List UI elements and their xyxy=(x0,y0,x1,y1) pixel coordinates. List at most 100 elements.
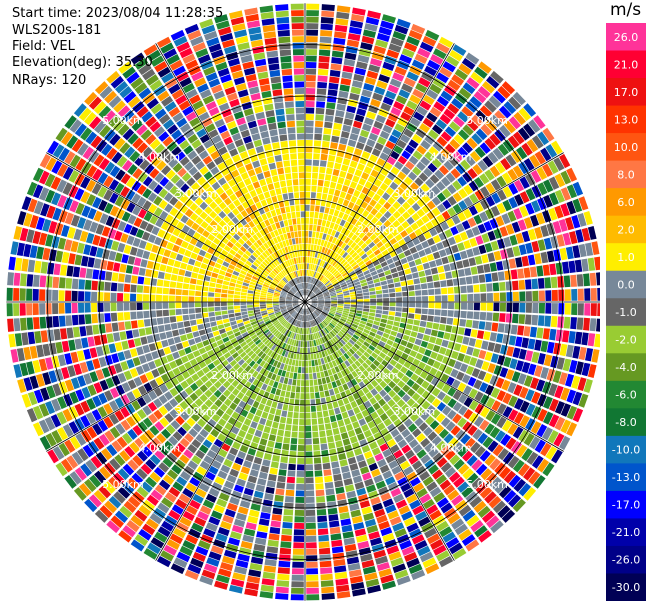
velocity-cell xyxy=(83,244,92,256)
velocity-cell xyxy=(295,306,301,311)
velocity-cell xyxy=(466,311,474,319)
velocity-cell xyxy=(410,182,420,192)
velocity-cell xyxy=(428,309,435,315)
velocity-cell xyxy=(250,244,257,252)
velocity-cell xyxy=(544,277,552,289)
velocity-cell xyxy=(273,415,281,423)
velocity-cell xyxy=(468,388,478,399)
velocity-cell xyxy=(122,482,135,494)
velocity-cell xyxy=(221,555,235,565)
velocity-cell xyxy=(346,215,354,223)
velocity-cell xyxy=(220,265,228,272)
velocity-cell xyxy=(85,131,98,145)
velocity-cell xyxy=(436,181,446,191)
velocity-cell xyxy=(316,88,327,95)
velocity-cell xyxy=(525,188,536,201)
velocity-cell xyxy=(267,247,273,255)
velocity-cell xyxy=(354,331,361,337)
velocity-cell xyxy=(34,331,42,344)
velocity-cell xyxy=(480,199,490,210)
velocity-cell xyxy=(348,328,356,334)
velocity-cell xyxy=(422,334,430,342)
velocity-cell xyxy=(196,318,203,325)
velocity-cell xyxy=(393,145,404,155)
velocity-cell xyxy=(191,325,198,332)
velocity-cell xyxy=(328,274,334,280)
velocity-cell xyxy=(64,239,73,251)
velocity-cell xyxy=(531,135,544,149)
velocity-cell xyxy=(426,404,436,415)
velocity-cell xyxy=(436,413,446,423)
velocity-cell xyxy=(159,176,170,187)
velocity-cell xyxy=(394,161,404,170)
velocity-cell xyxy=(126,391,136,402)
velocity-cell xyxy=(463,196,473,207)
velocity-cell xyxy=(494,481,507,494)
velocity-cell xyxy=(250,278,258,284)
velocity-cell xyxy=(223,352,231,359)
velocity-cell xyxy=(548,414,560,428)
velocity-cell xyxy=(218,219,227,228)
velocity-cell xyxy=(255,231,263,239)
velocity-cell xyxy=(349,415,358,423)
velocity-cell xyxy=(366,111,377,120)
velocity-cell xyxy=(357,239,365,247)
velocity-cell xyxy=(214,306,221,312)
velocity-cell xyxy=(475,110,488,122)
velocity-cell xyxy=(453,459,465,470)
velocity-cell xyxy=(172,481,184,492)
velocity-cell xyxy=(148,390,158,401)
velocity-cell xyxy=(316,281,322,287)
velocity-cell xyxy=(375,39,389,49)
velocity-cell xyxy=(353,352,360,360)
velocity-cell xyxy=(270,427,278,435)
velocity-cell xyxy=(134,437,145,449)
velocity-cell xyxy=(265,419,273,427)
velocity-cell xyxy=(293,304,299,308)
velocity-cell xyxy=(401,166,411,176)
velocity-cell xyxy=(179,400,189,410)
velocity-cell xyxy=(308,354,311,360)
velocity-cell xyxy=(302,315,304,322)
velocity-cell xyxy=(379,206,387,215)
velocity-cell xyxy=(114,81,129,94)
velocity-cell xyxy=(408,285,415,291)
velocity-cell xyxy=(319,43,331,50)
velocity-cell xyxy=(236,280,243,285)
velocity-cell xyxy=(373,359,381,367)
velocity-cell xyxy=(253,355,260,363)
velocity-cell xyxy=(502,186,513,198)
velocity-cell xyxy=(300,386,305,393)
velocity-cell xyxy=(562,358,572,372)
velocity-cell xyxy=(314,310,320,316)
velocity-cell xyxy=(215,408,225,417)
velocity-cell xyxy=(368,287,376,292)
velocity-cell xyxy=(264,559,277,567)
velocity-cell xyxy=(458,528,472,541)
velocity-cell xyxy=(372,274,379,280)
velocity-cell xyxy=(197,418,207,428)
velocity-cell xyxy=(237,238,245,245)
velocity-cell xyxy=(361,172,370,180)
velocity-cell xyxy=(306,68,317,75)
velocity-cell xyxy=(412,252,420,260)
velocity-cell xyxy=(45,433,57,447)
velocity-cell xyxy=(487,252,496,262)
velocity-cell xyxy=(403,249,412,257)
velocity-cell xyxy=(327,161,334,169)
velocity-cell xyxy=(305,334,307,341)
velocity-cell xyxy=(331,279,338,284)
velocity-cell xyxy=(48,220,58,234)
velocity-cell xyxy=(321,312,328,316)
velocity-cell xyxy=(406,379,415,388)
velocity-cell xyxy=(173,527,186,539)
velocity-cell xyxy=(201,569,216,580)
velocity-cell xyxy=(17,211,27,226)
velocity-cell xyxy=(313,278,317,285)
velocity-cell xyxy=(348,339,356,345)
velocity-cell xyxy=(62,182,73,196)
velocity-cell xyxy=(521,230,531,243)
velocity-cell xyxy=(50,176,62,190)
velocity-cell xyxy=(322,140,330,148)
velocity-cell xyxy=(353,448,363,456)
